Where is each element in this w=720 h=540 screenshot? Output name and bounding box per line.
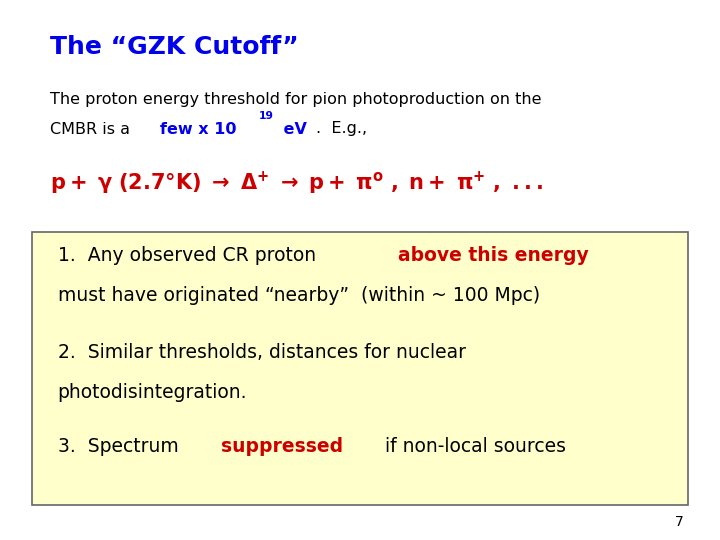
Text: 1.  Any observed CR proton: 1. Any observed CR proton (58, 246, 322, 265)
Text: above this energy: above this energy (398, 246, 589, 265)
Text: $\mathbf{p + \ \gamma \ (2.7°K) \ \rightarrow \ \Delta^{+} \ \rightarrow \ p + \: $\mathbf{p + \ \gamma \ (2.7°K) \ \right… (50, 170, 544, 198)
Text: 19: 19 (259, 111, 274, 121)
Text: .  E.g.,: . E.g., (315, 122, 366, 137)
Text: 3.  Spectrum: 3. Spectrum (58, 437, 184, 456)
Text: 7: 7 (675, 515, 684, 529)
Text: CMBR is a: CMBR is a (50, 122, 135, 137)
Text: The proton energy threshold for pion photoproduction on the: The proton energy threshold for pion pho… (50, 92, 542, 107)
Text: must have originated “nearby”  (within ~ 100 Mpc): must have originated “nearby” (within ~ … (58, 286, 540, 305)
Text: suppressed: suppressed (221, 437, 343, 456)
Text: few x 10: few x 10 (161, 122, 237, 137)
Text: 2.  Similar thresholds, distances for nuclear: 2. Similar thresholds, distances for nuc… (58, 343, 466, 362)
Text: The “GZK Cutoff”: The “GZK Cutoff” (50, 35, 299, 59)
Text: if non-local sources: if non-local sources (379, 437, 566, 456)
FancyBboxPatch shape (32, 232, 688, 505)
Text: eV: eV (279, 122, 307, 137)
Text: photodisintegration.: photodisintegration. (58, 383, 247, 402)
